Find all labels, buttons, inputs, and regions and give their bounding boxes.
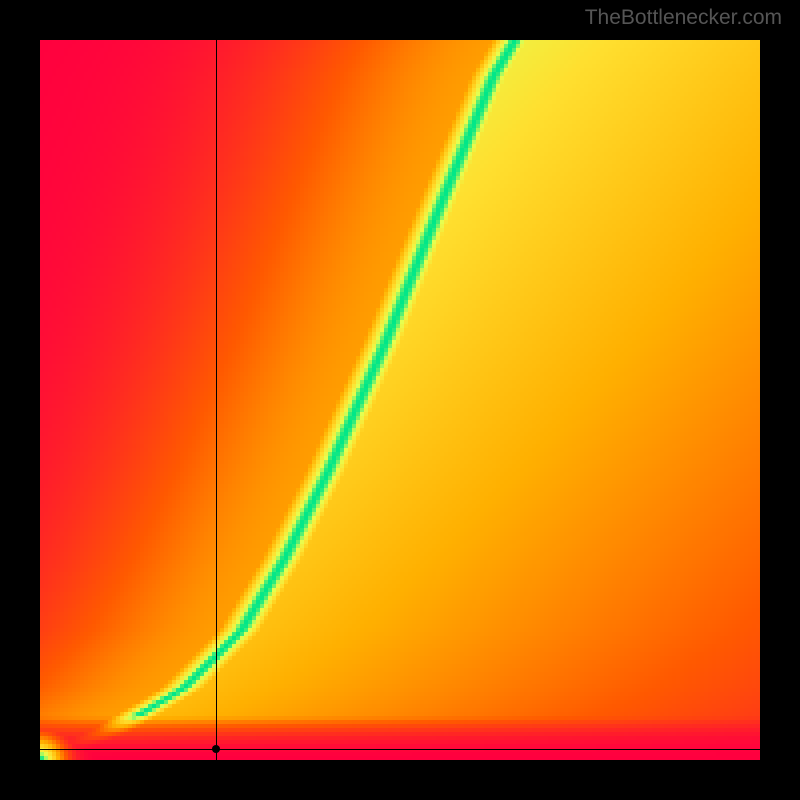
heatmap	[40, 40, 760, 760]
attribution-text: TheBottlenecker.com	[585, 6, 782, 30]
crosshair-horizontal	[40, 749, 760, 750]
marker-dot	[212, 745, 220, 753]
figure-frame: TheBottlenecker.com	[0, 0, 800, 800]
crosshair-vertical	[216, 40, 217, 760]
plot-area	[40, 40, 760, 760]
